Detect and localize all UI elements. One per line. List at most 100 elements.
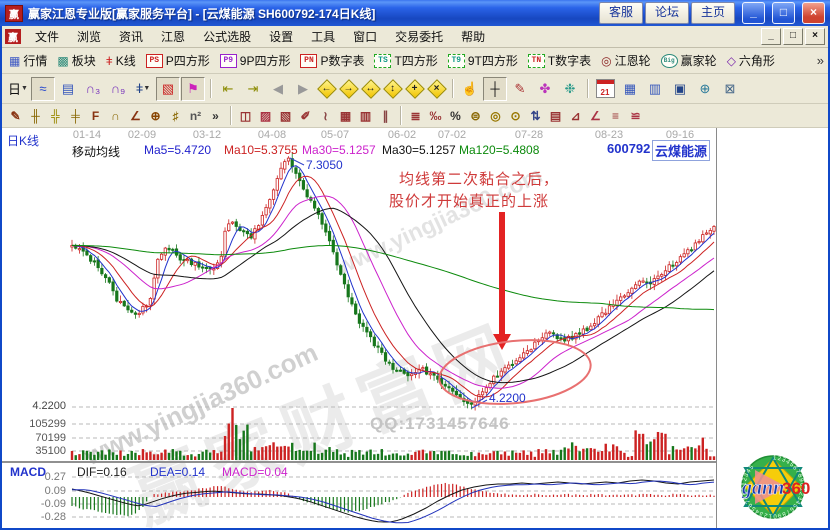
icon-button[interactable]: ✤	[539, 80, 551, 96]
draw-tool-button[interactable]: »	[212, 108, 219, 123]
draw-tool-button[interactable]: ⊕	[150, 108, 161, 123]
icon-button[interactable]: 日 ▼	[8, 82, 28, 97]
mdi-restore-button[interactable]: □	[783, 28, 803, 45]
maximize-button[interactable]: □	[772, 2, 795, 24]
toolbar-button-big[interactable]: Big 赢家轮	[658, 50, 720, 71]
draw-tool-button[interactable]: ✎	[10, 108, 21, 123]
draw-tool-button[interactable]: ≌	[630, 108, 641, 123]
draw-tool-button[interactable]: ≀	[323, 108, 328, 123]
draw-tool-button[interactable]: ╪	[71, 108, 80, 123]
toolbar-button-label: P四方形	[165, 54, 210, 68]
draw-tool-button[interactable]: ▧	[279, 108, 292, 123]
toolbar-button-blocks[interactable]: ▩ 板块	[54, 50, 98, 71]
icon-button[interactable]: ⇥	[247, 80, 259, 96]
ts-icon: TS	[374, 53, 392, 68]
icon-button[interactable]: ◀	[273, 80, 283, 96]
menu-item[interactable]: 资讯	[119, 30, 144, 44]
draw-tool-button[interactable]: ∥	[382, 108, 389, 123]
draw-tool-button[interactable]: ⊜	[470, 108, 481, 123]
menu-item[interactable]: 交易委托	[395, 30, 444, 44]
toolbar-button-T9[interactable]: T9 9T四方形	[445, 50, 521, 71]
draw-tool-button[interactable]: ▤	[549, 108, 562, 123]
icon-button[interactable]: ▣	[673, 80, 687, 96]
draw-tool-button[interactable]: ⊙	[510, 108, 521, 123]
draw-tool-button[interactable]: ∠	[130, 108, 141, 123]
icon-button[interactable]: ∩₉	[110, 81, 126, 96]
menu-item[interactable]: 工具	[311, 30, 336, 44]
toolbar-button-grid[interactable]: ▦ 行情	[6, 50, 50, 71]
toolbar-button-wheel[interactable]: ◎ 江恩轮	[598, 50, 654, 71]
titlebar[interactable]: 赢 赢家江恩专业版[赢家服务平台] - [云煤能源 SH600792-174日K…	[0, 0, 830, 26]
mdi-close-button[interactable]: ×	[805, 28, 825, 45]
minimize-button[interactable]: _	[742, 2, 765, 24]
menu-item[interactable]: 帮助	[461, 30, 486, 44]
draw-tool-button[interactable]: ⇅	[530, 108, 541, 123]
menu-item[interactable]: 浏览	[77, 30, 102, 44]
titlebar-quick-buttons: 客服 论坛 主页	[597, 2, 735, 24]
draw-tool-button[interactable]: ⊿	[570, 108, 581, 123]
draw-tool-button[interactable]: ♯	[172, 108, 179, 123]
icon-button[interactable]: ☝	[461, 80, 479, 96]
diamond-nav-button[interactable]: ↕	[382, 78, 403, 99]
forum-button[interactable]: 论坛	[644, 2, 689, 24]
menu-item[interactable]: 窗口	[353, 30, 378, 44]
toolbar-button-PS[interactable]: PS P四方形	[143, 50, 213, 71]
menu-item[interactable]: 文件	[35, 30, 60, 44]
icon-button[interactable]: ▤	[61, 80, 75, 96]
draw-tool-button[interactable]: ▨	[259, 108, 272, 123]
diamond-nav-button[interactable]: ×	[426, 78, 447, 99]
close-button[interactable]: ×	[802, 2, 825, 24]
icon-button[interactable]: ┼	[483, 76, 507, 101]
draw-tool-button[interactable]: ‰	[429, 108, 442, 123]
kline-chart-pane[interactable]: 赢家财富网 www.yingjia360.com www.yingjia360.…	[2, 128, 716, 528]
toolbar-button-hex[interactable]: ◇ 六角形	[724, 50, 778, 71]
mdi-minimize-button[interactable]: _	[761, 28, 781, 45]
diamond-nav-button[interactable]: ←	[316, 78, 337, 99]
draw-tool-button[interactable]: ╬	[51, 108, 60, 123]
icon-button[interactable]: ⊠	[724, 80, 736, 96]
diamond-nav-button[interactable]: ↔	[360, 78, 381, 99]
toolbar-button-TN[interactable]: TN T数字表	[525, 50, 594, 71]
kline-chart-canvas[interactable]	[2, 128, 716, 528]
icon-button[interactable]: ▥	[648, 80, 662, 96]
diamond-nav-button[interactable]: +	[404, 78, 425, 99]
icon-button[interactable]: ▶	[298, 80, 308, 96]
icon-button[interactable]: ▦	[623, 80, 637, 96]
draw-tool-button[interactable]: ╫	[31, 108, 40, 123]
icon-button[interactable]: ✎	[514, 80, 526, 96]
icon-button[interactable]: ❉	[564, 80, 576, 96]
diamond-nav-button[interactable]: →	[338, 78, 359, 99]
draw-tool-button[interactable]: ▦	[339, 108, 352, 123]
draw-tool-button[interactable]: ✐	[300, 108, 311, 123]
toolbar-button-kline[interactable]: ǂ K线	[103, 50, 139, 71]
icon-button[interactable]: ⊕	[699, 80, 711, 96]
icon-button[interactable]: ⚑	[181, 76, 205, 101]
draw-tool-button[interactable]: F	[91, 108, 100, 123]
icon-button[interactable]: ≈	[31, 76, 55, 101]
draw-tool-button[interactable]: n²	[189, 108, 202, 123]
icon-button[interactable]: ǂ ▼	[135, 81, 151, 96]
calendar-button[interactable]: 21	[593, 77, 617, 101]
menu-item[interactable]: 设置	[269, 30, 294, 44]
icon-button[interactable]: ▧	[156, 76, 180, 101]
svg-text:gann: gann	[741, 477, 784, 499]
draw-tool-button[interactable]: ▥	[359, 108, 372, 123]
draw-tool-button[interactable]: ∠	[590, 108, 601, 123]
toolbar-button-P9[interactable]: P9 9P四方形	[217, 50, 294, 71]
icon-button[interactable]: ⇤	[222, 80, 234, 96]
menu-item[interactable]: 江恩	[161, 30, 186, 44]
draw-tool-button[interactable]: ∩	[111, 108, 120, 123]
toolbar-button-TS[interactable]: TS T四方形	[371, 50, 440, 71]
menu-item[interactable]: 公式选股	[203, 30, 252, 44]
draw-tool-button[interactable]: ◫	[239, 108, 252, 123]
toolbar-button-PN[interactable]: PN P数字表	[297, 50, 367, 71]
toolbar-overflow-chevron[interactable]: »	[816, 53, 824, 68]
draw-tool-button[interactable]: %	[450, 108, 461, 123]
customer-service-button[interactable]: 客服	[598, 2, 643, 24]
homepage-button[interactable]: 主页	[690, 2, 735, 24]
draw-tool-button[interactable]: ≣	[410, 108, 421, 123]
icon-button[interactable]: ∩₃	[85, 81, 101, 96]
draw-tool-button[interactable]: ≡	[611, 108, 619, 123]
draw-tool-button[interactable]: ◎	[490, 108, 501, 123]
annotation-arrow	[493, 212, 511, 350]
